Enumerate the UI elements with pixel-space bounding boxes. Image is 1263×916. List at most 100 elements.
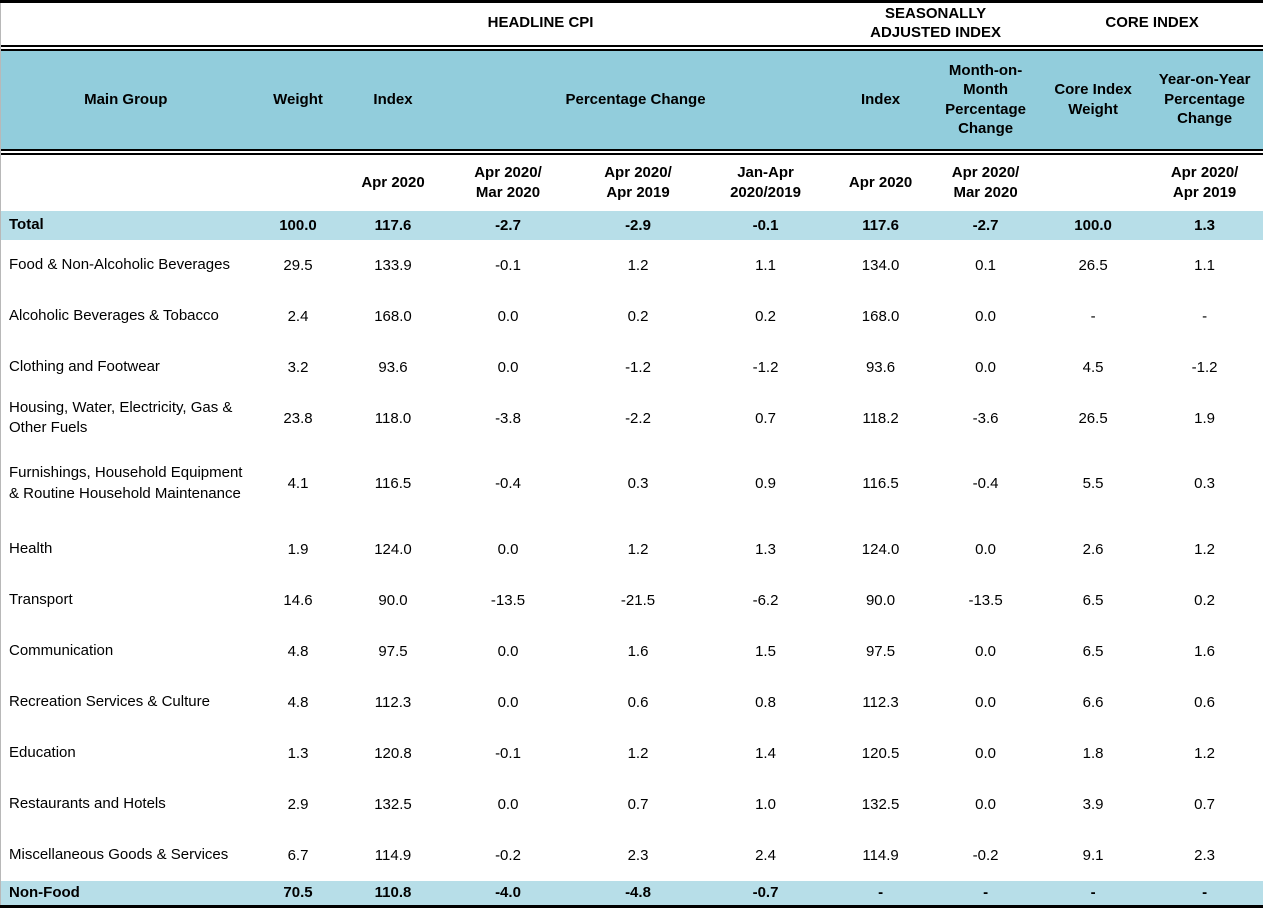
table-cell: -3.8 [495, 409, 521, 427]
table-cell: 118.2 [862, 409, 899, 427]
table-cell: 14.6 [283, 591, 313, 609]
table-cell: 0.2 [627, 307, 649, 325]
table-cell: -1.2 [1191, 358, 1218, 376]
table-cell: 9.1 [1082, 846, 1104, 864]
table-cell: 0.0 [975, 795, 996, 813]
table-cell: 132.5 [374, 795, 412, 813]
col-header-weight: Weight [250, 50, 346, 149]
table-cell: -4.8 [625, 884, 651, 902]
table-cell: 1.9 [287, 540, 309, 558]
table-cell: 0.0 [975, 358, 996, 376]
sub-header-yoy-period: Apr 2020/ Apr 2019 [575, 154, 701, 211]
table-cell: 90.0 [865, 591, 896, 609]
table-cell: 0.2 [755, 307, 776, 325]
table-cell: 1.5 [755, 642, 776, 660]
sub-header-row: Apr 2020 Apr 2020/ Mar 2020 Apr 2020/ Ap… [0, 154, 1263, 211]
table-cell: 124.0 [861, 540, 900, 558]
table-cell: 124.0 [374, 540, 412, 558]
table-cell: 0.0 [497, 693, 519, 711]
table-cell: 118.0 [374, 409, 412, 427]
table-cell: -1.2 [752, 358, 779, 376]
row-label: Restaurants and Hotels [9, 794, 166, 812]
table-cell: -6.2 [752, 591, 779, 609]
table-cell: -0.4 [495, 475, 521, 492]
table-cell: 1.2 [1194, 744, 1216, 762]
table-cell: 1.3 [287, 744, 309, 762]
table-row: Recreation Services & Culture 4.8 112.3 0.0… [1, 677, 1263, 728]
table-cell: 117.6 [374, 216, 412, 234]
table-cell: 133.9 [374, 256, 412, 274]
table-cell: 1.9 [1194, 409, 1216, 427]
table-row: Food & Non-Alcoholic Beverages 29.5 133.9 -… [1, 240, 1263, 291]
table-cell: -0.2 [495, 846, 521, 864]
group-header-headline-cpi: HEADLINE CPI [250, 1, 831, 45]
sub-header-mom-period: Apr 2020/ Mar 2020 [440, 154, 576, 211]
row-label: Miscellaneous Goods & Services [9, 845, 229, 863]
table-cell: 5.5 [1082, 475, 1104, 492]
table-cell: 1.6 [1194, 642, 1216, 660]
table-cell: 26.5 [1078, 409, 1108, 427]
table-cell: 0.0 [975, 642, 996, 660]
table-cell: 0.0 [975, 540, 996, 558]
group-header-seasonally-adjusted: SEASONALLY ADJUSTED INDEX [830, 1, 1041, 45]
row-label: Communication [9, 641, 114, 659]
group-header-core-index: CORE INDEX [1040, 1, 1263, 45]
col-header-percentage-change: Percentage Change [440, 50, 831, 149]
table-cell: 0.6 [1194, 693, 1216, 711]
table-cell: 1.3 [1194, 216, 1216, 234]
table-cell: - [983, 884, 989, 902]
table-cell: 1.2 [627, 540, 649, 558]
table-cell: 1.4 [755, 744, 776, 762]
table-cell: 6.6 [1082, 693, 1104, 711]
table-cell: -0.1 [495, 256, 521, 274]
sub-header-empty-core-weight [1040, 154, 1146, 211]
table-cell: - [1202, 884, 1208, 902]
col-header-sa-index: Index [830, 50, 931, 149]
table-row: Total 100.0 117.6 -2.7 -2.9 -0.1 117.6 -2.7 100.… [0, 210, 1263, 240]
table-cell: 0.0 [497, 358, 519, 376]
table-cell: 1.6 [627, 642, 649, 660]
table-cell: 26.5 [1078, 256, 1108, 274]
main-header-row: Main Group Weight Index Percentage Chang… [0, 50, 1263, 149]
row-label: Education [9, 743, 76, 761]
table-cell: 110.8 [374, 884, 412, 902]
table-cell: 93.6 [378, 358, 408, 376]
row-label: Alcoholic Beverages & Tobacco [9, 306, 219, 324]
table-cell: 0.0 [975, 307, 996, 325]
table-cell: 0.8 [755, 693, 776, 711]
table-cell: 0.1 [975, 256, 996, 274]
table-cell: 0.6 [627, 693, 649, 711]
table-cell: -0.1 [495, 744, 521, 762]
table-cell: 1.1 [755, 256, 776, 274]
table-cell: 134.0 [861, 256, 900, 274]
table-cell: 114.9 [374, 846, 412, 864]
table-cell: 6.5 [1082, 591, 1104, 609]
table-cell: 90.0 [378, 591, 408, 609]
table-cell: 1.2 [627, 256, 649, 274]
table-cell: 6.5 [1082, 642, 1104, 660]
row-label: Recreation Services & Culture [9, 692, 210, 710]
table-cell: 93.6 [865, 358, 896, 376]
table-row: Communication 4.8 97.5 0.0 1.6 1.5 97.5 0.0 6.5 1… [1, 626, 1263, 677]
row-label: Total [9, 215, 44, 233]
table-cell: 0.7 [627, 795, 649, 813]
table-cell: -13.5 [490, 591, 526, 609]
table-cell: 4.5 [1082, 358, 1104, 376]
table-cell: -2.7 [495, 216, 521, 234]
table-cell: 2.4 [287, 307, 309, 325]
table-row: Transport 14.6 90.0 -13.5 -21.5 -6.2 90.0 -13.5… [1, 575, 1263, 626]
table-cell: 112.3 [374, 693, 412, 711]
table-cell: 2.6 [1082, 540, 1104, 558]
sub-header-core-yoy-period: Apr 2020/ Apr 2019 [1145, 154, 1263, 211]
table-cell: 0.0 [497, 795, 519, 813]
table-cell: 2.3 [627, 846, 649, 864]
table-cell: 0.0 [497, 307, 519, 325]
sub-header-empty-main-group [0, 154, 251, 211]
table-cell: 168.0 [374, 307, 412, 325]
table-cell: 1.2 [627, 744, 649, 762]
col-header-core-index-weight: Core Index Weight [1040, 50, 1146, 149]
table-cell: 0.0 [497, 642, 519, 660]
table-row: Restaurants and Hotels 2.9 132.5 0.0 0.7 1.0 1… [1, 779, 1263, 830]
table-body: Total 100.0 117.6 -2.7 -2.9 -0.1 117.6 -2.7 100.… [0, 210, 1263, 907]
